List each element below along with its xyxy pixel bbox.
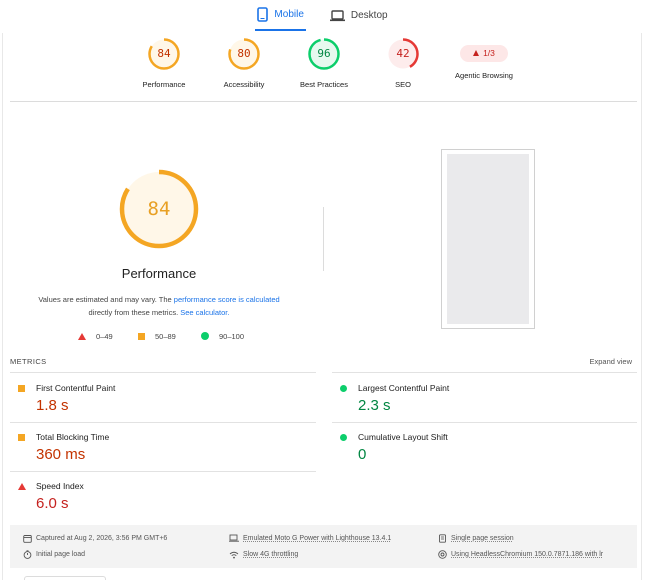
performance-score: 84: [147, 198, 171, 220]
gauge-accessibility[interactable]: 80 Accessibility: [199, 37, 289, 89]
label-accessibility: Accessibility: [223, 80, 265, 89]
pass-circle-icon: [340, 434, 347, 441]
metrics-rule: [332, 422, 637, 423]
emulated-device-text: Emulated Moto G Power with Lighthouse 13…: [243, 535, 392, 542]
score-seo: 42: [396, 47, 410, 60]
captured-at: Captured at Aug 2, 2026, 3:56 PM GMT+6: [23, 534, 167, 543]
metric-lcp: Largest Contentful Paint 2.3 s: [332, 381, 632, 429]
report-frame: [2, 33, 642, 580]
legend-fail: 0–49: [78, 330, 113, 342]
mini-gauge-accessibility: 80: [227, 37, 261, 71]
gauge-performance[interactable]: 84 Performance: [119, 37, 209, 89]
score-accessibility: 80: [237, 47, 251, 60]
metric-value: 2.3 s: [358, 397, 391, 414]
score-performance: 84: [157, 47, 171, 60]
vertical-divider: [323, 207, 324, 271]
circle-icon: [201, 332, 209, 340]
label-agentic-browsing: Agentic Browsing: [455, 71, 513, 80]
throttling[interactable]: Slow 4G throttling: [229, 550, 298, 559]
screenshot-placeholder: [447, 154, 529, 324]
session-type-text: Single page session: [451, 535, 514, 542]
tab-desktop[interactable]: Desktop: [328, 0, 390, 31]
device-tabs: Mobile Desktop: [0, 0, 645, 33]
calendar-icon: [23, 535, 32, 543]
label-performance: Performance: [142, 80, 186, 89]
captured-at-text: Captured at Aug 2, 2026, 3:56 PM GMT+6: [36, 535, 168, 542]
label-best-practices: Best Practices: [300, 80, 348, 89]
metric-value: 0: [358, 446, 367, 463]
tab-desktop-label: Desktop: [350, 10, 388, 21]
browser-info[interactable]: Using HeadlessChromium 150.0.7871.186 wi…: [438, 550, 603, 559]
devices-icon: [229, 534, 239, 542]
metric-name: Cumulative Layout Shift: [358, 432, 448, 442]
pass-circle-icon: [340, 385, 347, 392]
run-info: Captured at Aug 2, 2026, 3:56 PM GMT+6 I…: [10, 525, 637, 568]
metrics-rule: [10, 422, 316, 423]
triangle-icon: [78, 332, 86, 340]
page-load-text: Initial page load: [36, 551, 86, 558]
metrics-rule: [332, 372, 637, 373]
performance-gauge: 84: [118, 168, 200, 250]
mini-gauge-best-practices: 96: [307, 37, 341, 71]
legend-average: 50–89: [138, 330, 176, 342]
page-load: Initial page load: [23, 550, 85, 559]
fail-triangle-icon: [473, 50, 480, 56]
performance-title: Performance: [121, 266, 197, 281]
see-calculator-link[interactable]: See calculator.: [180, 308, 230, 317]
wifi-icon: [229, 551, 239, 559]
agentic-badge-value: 1/3: [483, 48, 495, 58]
expand-view-toggle[interactable]: Expand view: [589, 357, 632, 366]
gauge-seo[interactable]: 42 SEO: [358, 37, 448, 89]
performance-note: Values are estimated and may vary. The p…: [20, 293, 298, 319]
emulated-device[interactable]: Emulated Moto G Power with Lighthouse 13…: [229, 534, 391, 543]
tab-mobile-label: Mobile: [274, 9, 304, 20]
metrics-heading: METRICS: [10, 357, 47, 366]
bottom-partial-button[interactable]: [24, 576, 106, 580]
timer-icon: [23, 550, 32, 559]
average-square-icon: [18, 385, 25, 392]
category-summary: 84 Performance 80 Accessibility 96 Best …: [0, 37, 645, 93]
browser-info-text: Using HeadlessChromium 150.0.7871.186 wi…: [451, 551, 604, 558]
agentic-badge: 1/3: [460, 45, 508, 62]
session-type[interactable]: Single page session: [438, 534, 514, 543]
mini-gauge-performance: 84: [147, 37, 181, 71]
metric-name: Total Blocking Time: [36, 432, 110, 442]
summary-divider: [10, 101, 637, 102]
legend-fail-range: 0–49: [96, 331, 113, 341]
metric-value: 360 ms: [36, 446, 86, 463]
score-calculated-link[interactable]: performance score is calculated: [173, 295, 280, 304]
note-text: Values are estimated and may vary. The: [38, 295, 174, 304]
final-screenshot-thumbnail[interactable]: [441, 149, 535, 329]
throttling-text: Slow 4G throttling: [243, 551, 299, 558]
phone-icon: [257, 7, 269, 22]
metrics-rule: [10, 372, 316, 373]
tab-mobile[interactable]: Mobile: [255, 0, 306, 31]
metrics-rule: [10, 471, 316, 472]
label-seo: SEO: [395, 80, 411, 89]
legend-pass-range: 90–100: [219, 331, 245, 341]
metric-value: 1.8 s: [36, 397, 69, 414]
chrome-icon: [438, 550, 447, 559]
gauge-agentic-browsing[interactable]: 1/3 Agentic Browsing: [439, 37, 529, 80]
average-square-icon: [18, 434, 25, 441]
laptop-icon: [329, 9, 345, 22]
metric-name: Largest Contentful Paint: [358, 383, 450, 393]
session-icon: [439, 534, 446, 543]
metric-name: First Contentful Paint: [36, 383, 116, 393]
score-best-practices: 96: [317, 47, 331, 60]
metric-tbt: Total Blocking Time 360 ms: [10, 430, 310, 478]
legend-average-range: 50–89: [155, 331, 176, 341]
metric-value: 6.0 s: [36, 495, 69, 512]
metric-name: Speed Index: [36, 481, 84, 491]
metric-fcp: First Contentful Paint 1.8 s: [10, 381, 310, 429]
note-text-2: directly from these metrics.: [88, 308, 181, 317]
legend-pass: 90–100: [201, 330, 244, 342]
fail-triangle-icon: [18, 483, 26, 490]
mini-gauge-seo: 42: [386, 37, 420, 71]
metric-si: Speed Index 6.0 s: [10, 479, 310, 527]
metric-cls: Cumulative Layout Shift 0: [332, 430, 632, 478]
square-icon: [138, 332, 145, 340]
gauge-best-practices[interactable]: 96 Best Practices: [279, 37, 369, 89]
